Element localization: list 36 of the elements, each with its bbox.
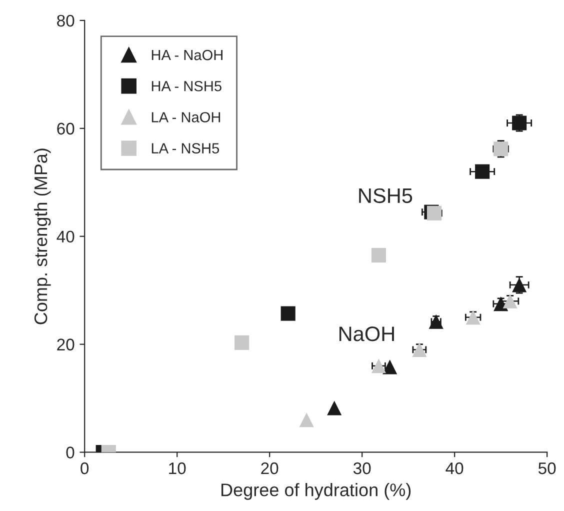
point — [502, 294, 518, 308]
point — [371, 248, 386, 263]
point — [494, 296, 508, 312]
y-tick-label: 60 — [57, 122, 74, 135]
legend-label: HA - NSH5 — [152, 80, 222, 92]
point — [466, 310, 480, 325]
x-tick-label: 40 — [446, 462, 464, 474]
point — [327, 400, 342, 416]
point — [426, 206, 442, 220]
y-tick-label: 80 — [57, 14, 74, 27]
y-tick-label: 40 — [56, 230, 74, 243]
point — [428, 314, 444, 329]
point — [280, 306, 296, 321]
annotation: NSH5 — [359, 188, 412, 204]
legend-label: LA - NaOH — [152, 112, 220, 122]
x-axis-title: Degree of hydration (%) — [221, 483, 411, 500]
x-tick-label: 30 — [353, 462, 371, 474]
point — [494, 142, 508, 156]
x-tick-label: 10 — [169, 462, 186, 474]
y-tick-label: 20 — [57, 338, 74, 350]
y-axis-title: Comp. strength (MPa) — [34, 148, 51, 324]
point — [299, 412, 314, 428]
x-tick-label: 20 — [261, 462, 278, 474]
point — [512, 116, 527, 130]
x-tick-label: 0 — [80, 462, 89, 474]
legend-label: LA - NSH5 — [152, 143, 220, 154]
point — [412, 342, 427, 357]
legend-label: HA - NaOH — [152, 50, 222, 60]
point — [234, 335, 250, 350]
point — [382, 360, 398, 374]
x-tick-label: 50 — [538, 462, 556, 474]
point — [512, 278, 527, 292]
point — [371, 358, 386, 374]
point — [475, 164, 490, 179]
annotation: NaOH — [339, 326, 394, 342]
y-tick-label: 0 — [66, 446, 74, 458]
